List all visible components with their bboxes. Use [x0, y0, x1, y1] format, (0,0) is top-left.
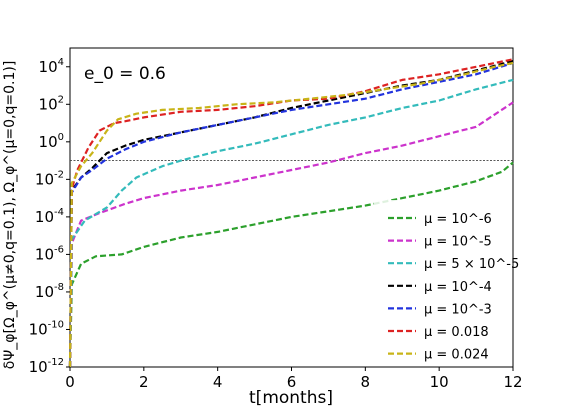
- x-axis-ticks: 0 2 4 6 8 10 12: [65, 367, 523, 391]
- y-axis-ticks: 10-12 10-10 10-8 10-6 10-4 10-2 100 102 104: [29, 57, 70, 376]
- legend-label: μ = 10^-5: [424, 235, 492, 250]
- x-tick-label: 4: [213, 373, 223, 391]
- x-tick-label: 0: [65, 373, 75, 391]
- y-tick-label: 10-4: [35, 207, 64, 226]
- legend: μ = 10^-6 μ = 10^-5 μ = 5 × 10^-5 μ = 10^-4…: [374, 200, 519, 363]
- series-line-7: [68, 61, 514, 368]
- y-tick-label: 100: [39, 132, 64, 151]
- x-tick-label: 12: [503, 373, 522, 391]
- plot-area: 0 2 4 6 8 10 12 10-1210-1010-810-610-410-21001…: [29, 47, 523, 391]
- series-line-3: [68, 78, 514, 368]
- x-tick-label: 8: [361, 373, 371, 391]
- y-tick-label: 102: [39, 94, 64, 113]
- y-tick-label: 10-8: [35, 282, 64, 301]
- legend-label: μ = 10^-4: [424, 280, 492, 295]
- series-layer: [68, 58, 514, 368]
- y-tick-label: 10-12: [29, 357, 64, 376]
- legend-label: μ = 10^-6: [424, 212, 492, 227]
- y-tick-label: 10-2: [35, 169, 64, 188]
- legend-box: [374, 200, 509, 362]
- y-tick-label: 104: [39, 57, 64, 76]
- x-tick-label: 2: [139, 373, 149, 391]
- series-line-5: [68, 61, 514, 368]
- x-axis-label: t[months]: [249, 388, 333, 408]
- legend-label: μ = 10^-3: [424, 302, 492, 317]
- y-tick-label: 10-10: [29, 319, 64, 338]
- x-tick-label: 10: [430, 373, 449, 391]
- legend-label: μ = 5 × 10^-5: [424, 257, 519, 272]
- legend-label: μ = 0.018: [424, 325, 489, 340]
- y-tick-label: 10-6: [35, 244, 64, 263]
- y-axis-label: δΨ_φ[Ω_φ^(μ≠0,q=0.1), Ω_φ^(μ=0,q=0.1)]: [2, 61, 18, 370]
- annotation-e0: e_0 = 0.6: [84, 64, 166, 84]
- series-line-6: [68, 58, 514, 368]
- legend-label: μ = 0.024: [424, 348, 489, 363]
- x-tick-label: 6: [287, 373, 297, 391]
- series-line-1: [68, 161, 514, 368]
